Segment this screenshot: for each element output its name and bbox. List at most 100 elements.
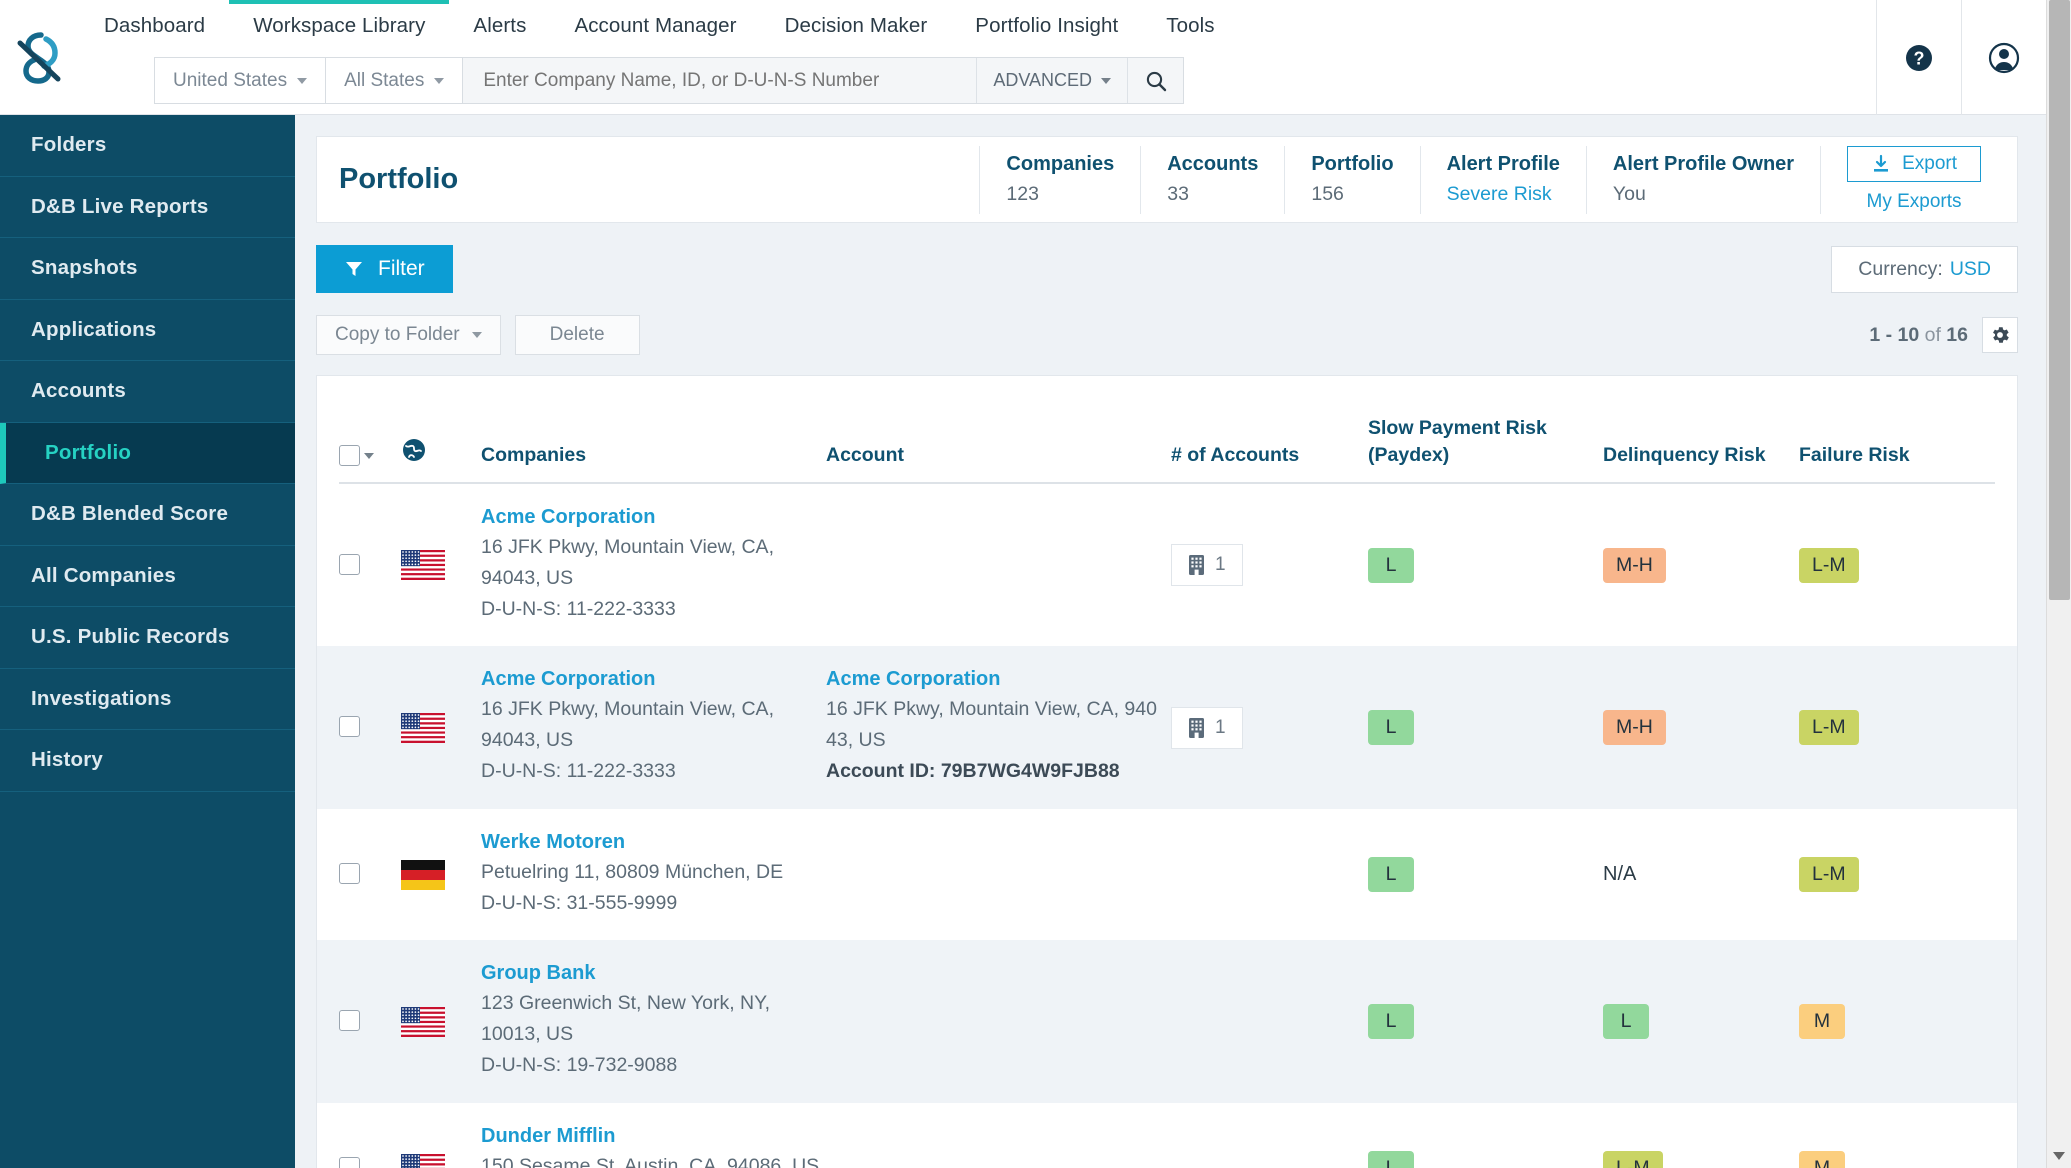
bulk-actions-row: Copy to Folder Delete 1 - 10 of 16 [316,315,2018,355]
company-name-link[interactable]: Group Bank [481,962,596,985]
table-row[interactable]: Werke Motoren Petuelring 11, 80809 Münche… [339,809,1995,941]
row-checkbox[interactable] [339,1010,360,1032]
sidebar-item-folders[interactable]: Folders [0,115,295,177]
num-accounts-value: 1 [1215,554,1226,576]
company-address-line2: 10013, US [481,1023,574,1046]
sidebar-item-history[interactable]: History [0,730,295,792]
dnb-ampersand-logo[interactable] [0,0,76,115]
sidebar-item-accounts[interactable]: Accounts [0,361,295,423]
search-input[interactable] [463,58,977,103]
company-duns: D-U-N-S: 31-555-9999 [481,891,678,914]
export-button[interactable]: Export [1847,146,1981,182]
stat-companies-value: 123 [1006,183,1039,205]
num-accounts-chip[interactable]: 1 [1171,706,1243,749]
row-select-cell [339,716,401,739]
company-cell: Acme Corporation 16 JFK Pkwy, Mountain Vi… [481,506,826,624]
country-column-header[interactable] [401,437,481,468]
column-header-slow-payment-risk[interactable]: Slow Payment Risk (Paydex) [1368,415,1603,468]
us-flag [401,1006,445,1037]
sidebar-item-portfolio[interactable]: Portfolio [0,422,295,484]
company-name-link[interactable]: Acme Corporation [481,506,656,528]
sidebar-item-investigations[interactable]: Investigations [0,669,295,730]
help-circle-icon: ? [1906,44,1932,71]
sidebar-item-db-live-reports[interactable]: D&B Live Reports [0,177,295,238]
account-name[interactable]: Acme Corporation [826,668,1001,691]
chevron-down-icon [471,332,482,338]
page-scrollbar[interactable] [2046,0,2071,1168]
nav-item-dashboard[interactable]: Dashboard [104,13,206,37]
table-row[interactable]: Dunder Mifflin 150 Sesame St, Austin, CA,… [339,1103,1995,1168]
row-checkbox[interactable] [339,716,360,738]
sidebar-item-db-blended-score[interactable]: D&B Blended Score [0,484,295,546]
row-checkbox[interactable] [339,1157,360,1168]
nav-item-portfolio-insight[interactable]: Portfolio Insight [975,13,1119,37]
chevron-down-icon[interactable] [364,452,374,459]
scrollbar-thumb[interactable] [2049,0,2070,600]
copy-to-folder-button[interactable]: Copy to Folder [316,315,501,355]
sidebar-item-snapshots[interactable]: Snapshots [0,238,295,300]
chevron-down-icon [434,77,445,84]
pagination: 1 - 10 of 16 [1869,317,2018,353]
nav-item-alerts[interactable]: Alerts [473,13,527,37]
account-id: Account ID: 79B7WG4W9FJB88 [826,759,1120,782]
stat-alert-profile-value[interactable]: Severe Risk [1446,183,1552,205]
state-select-label: All States [344,69,425,91]
column-header-failure-risk[interactable]: Failure Risk [1799,443,1910,466]
column-header-account[interactable]: Account [826,443,904,466]
column-header-delinquency-risk[interactable]: Delinquency Risk [1603,443,1766,466]
delinquency-risk-badge: N/A [1603,863,1637,886]
search-button[interactable] [1127,58,1183,103]
nav-item-tools[interactable]: Tools [1166,13,1215,37]
user-account-icon [1988,42,2020,73]
gear-icon [1993,327,2009,343]
num-accounts-cell: 1 [1171,706,1368,749]
state-select[interactable]: All States [326,58,464,103]
row-select-cell [339,553,401,577]
stat-alert-profile-label: Alert Profile [1446,153,1560,175]
export-cell: Export My Exports [1820,145,1995,214]
pagination-text: 1 - 10 of 16 [1869,324,1968,347]
delete-button[interactable]: Delete [514,315,640,355]
page-title: Portfolio [339,163,459,195]
filter-button[interactable]: Filter [316,245,453,293]
my-exports-link[interactable]: My Exports [1866,191,1962,212]
filter-toolbar: Filter Currency: USD [316,245,2018,293]
num-accounts-chip[interactable]: 1 [1171,544,1243,587]
currency-selector[interactable]: Currency: USD [1831,245,2018,293]
row-checkbox[interactable] [339,553,360,575]
global-search-bar: United States All States ADVANCED [154,57,1184,104]
account-address: 16 JFK Pkwy, Mountain View, CA, 940 [826,698,1157,721]
table-settings-button[interactable] [1982,317,2018,353]
column-header-companies[interactable]: Companies [481,443,587,466]
table-row[interactable]: Group Bank 123 Greenwich St, New York, NY… [317,940,2017,1103]
stat-portfolio: Portfolio 156 [1284,145,1419,214]
scroll-down-arrow-icon[interactable] [2053,1152,2065,1160]
nav-item-account-manager[interactable]: Account Manager [574,13,737,37]
company-country-flag [401,712,481,743]
select-all-checkbox[interactable] [339,445,360,466]
slow-payment-risk-cell: L [1368,1004,1603,1040]
country-select-label: United States [173,69,288,91]
nav-item-decision-maker[interactable]: Decision Maker [784,13,928,37]
table-row[interactable]: Acme Corporation 16 JFK Pkwy, Mountain Vi… [317,646,2017,809]
table-row[interactable]: Acme Corporation 16 JFK Pkwy, Mountain Vi… [339,484,1995,646]
row-select-cell [339,1010,401,1033]
failure-risk-badge: L-M [1799,857,1859,893]
row-checkbox[interactable] [339,863,360,885]
delinquency-risk-cell: L [1603,1004,1799,1040]
column-header-num-accounts[interactable]: # of Accounts [1171,443,1300,466]
company-name-link[interactable]: Werke Motoren [481,830,626,853]
company-name-link[interactable]: Dunder Mifflin [481,1124,616,1147]
account-button[interactable] [1961,0,2046,115]
sidebar-item-us-public-records[interactable]: U.S. Public Records [0,607,295,669]
sidebar-item-all-companies[interactable]: All Companies [0,546,295,607]
sidebar-item-applications[interactable]: Applications [0,300,295,361]
nav-item-workspace-library[interactable]: Workspace Library [229,0,450,47]
country-select[interactable]: United States [155,58,327,103]
advanced-search-toggle[interactable]: ADVANCED [976,58,1127,103]
company-duns: D-U-N-S: 11-222-3333 [481,597,676,620]
num-accounts-cell: 1 [1171,544,1368,587]
company-name-link[interactable]: Acme Corporation [481,668,656,691]
help-button[interactable]: ? [1876,0,1961,115]
slow-payment-risk-cell: L [1368,710,1603,746]
